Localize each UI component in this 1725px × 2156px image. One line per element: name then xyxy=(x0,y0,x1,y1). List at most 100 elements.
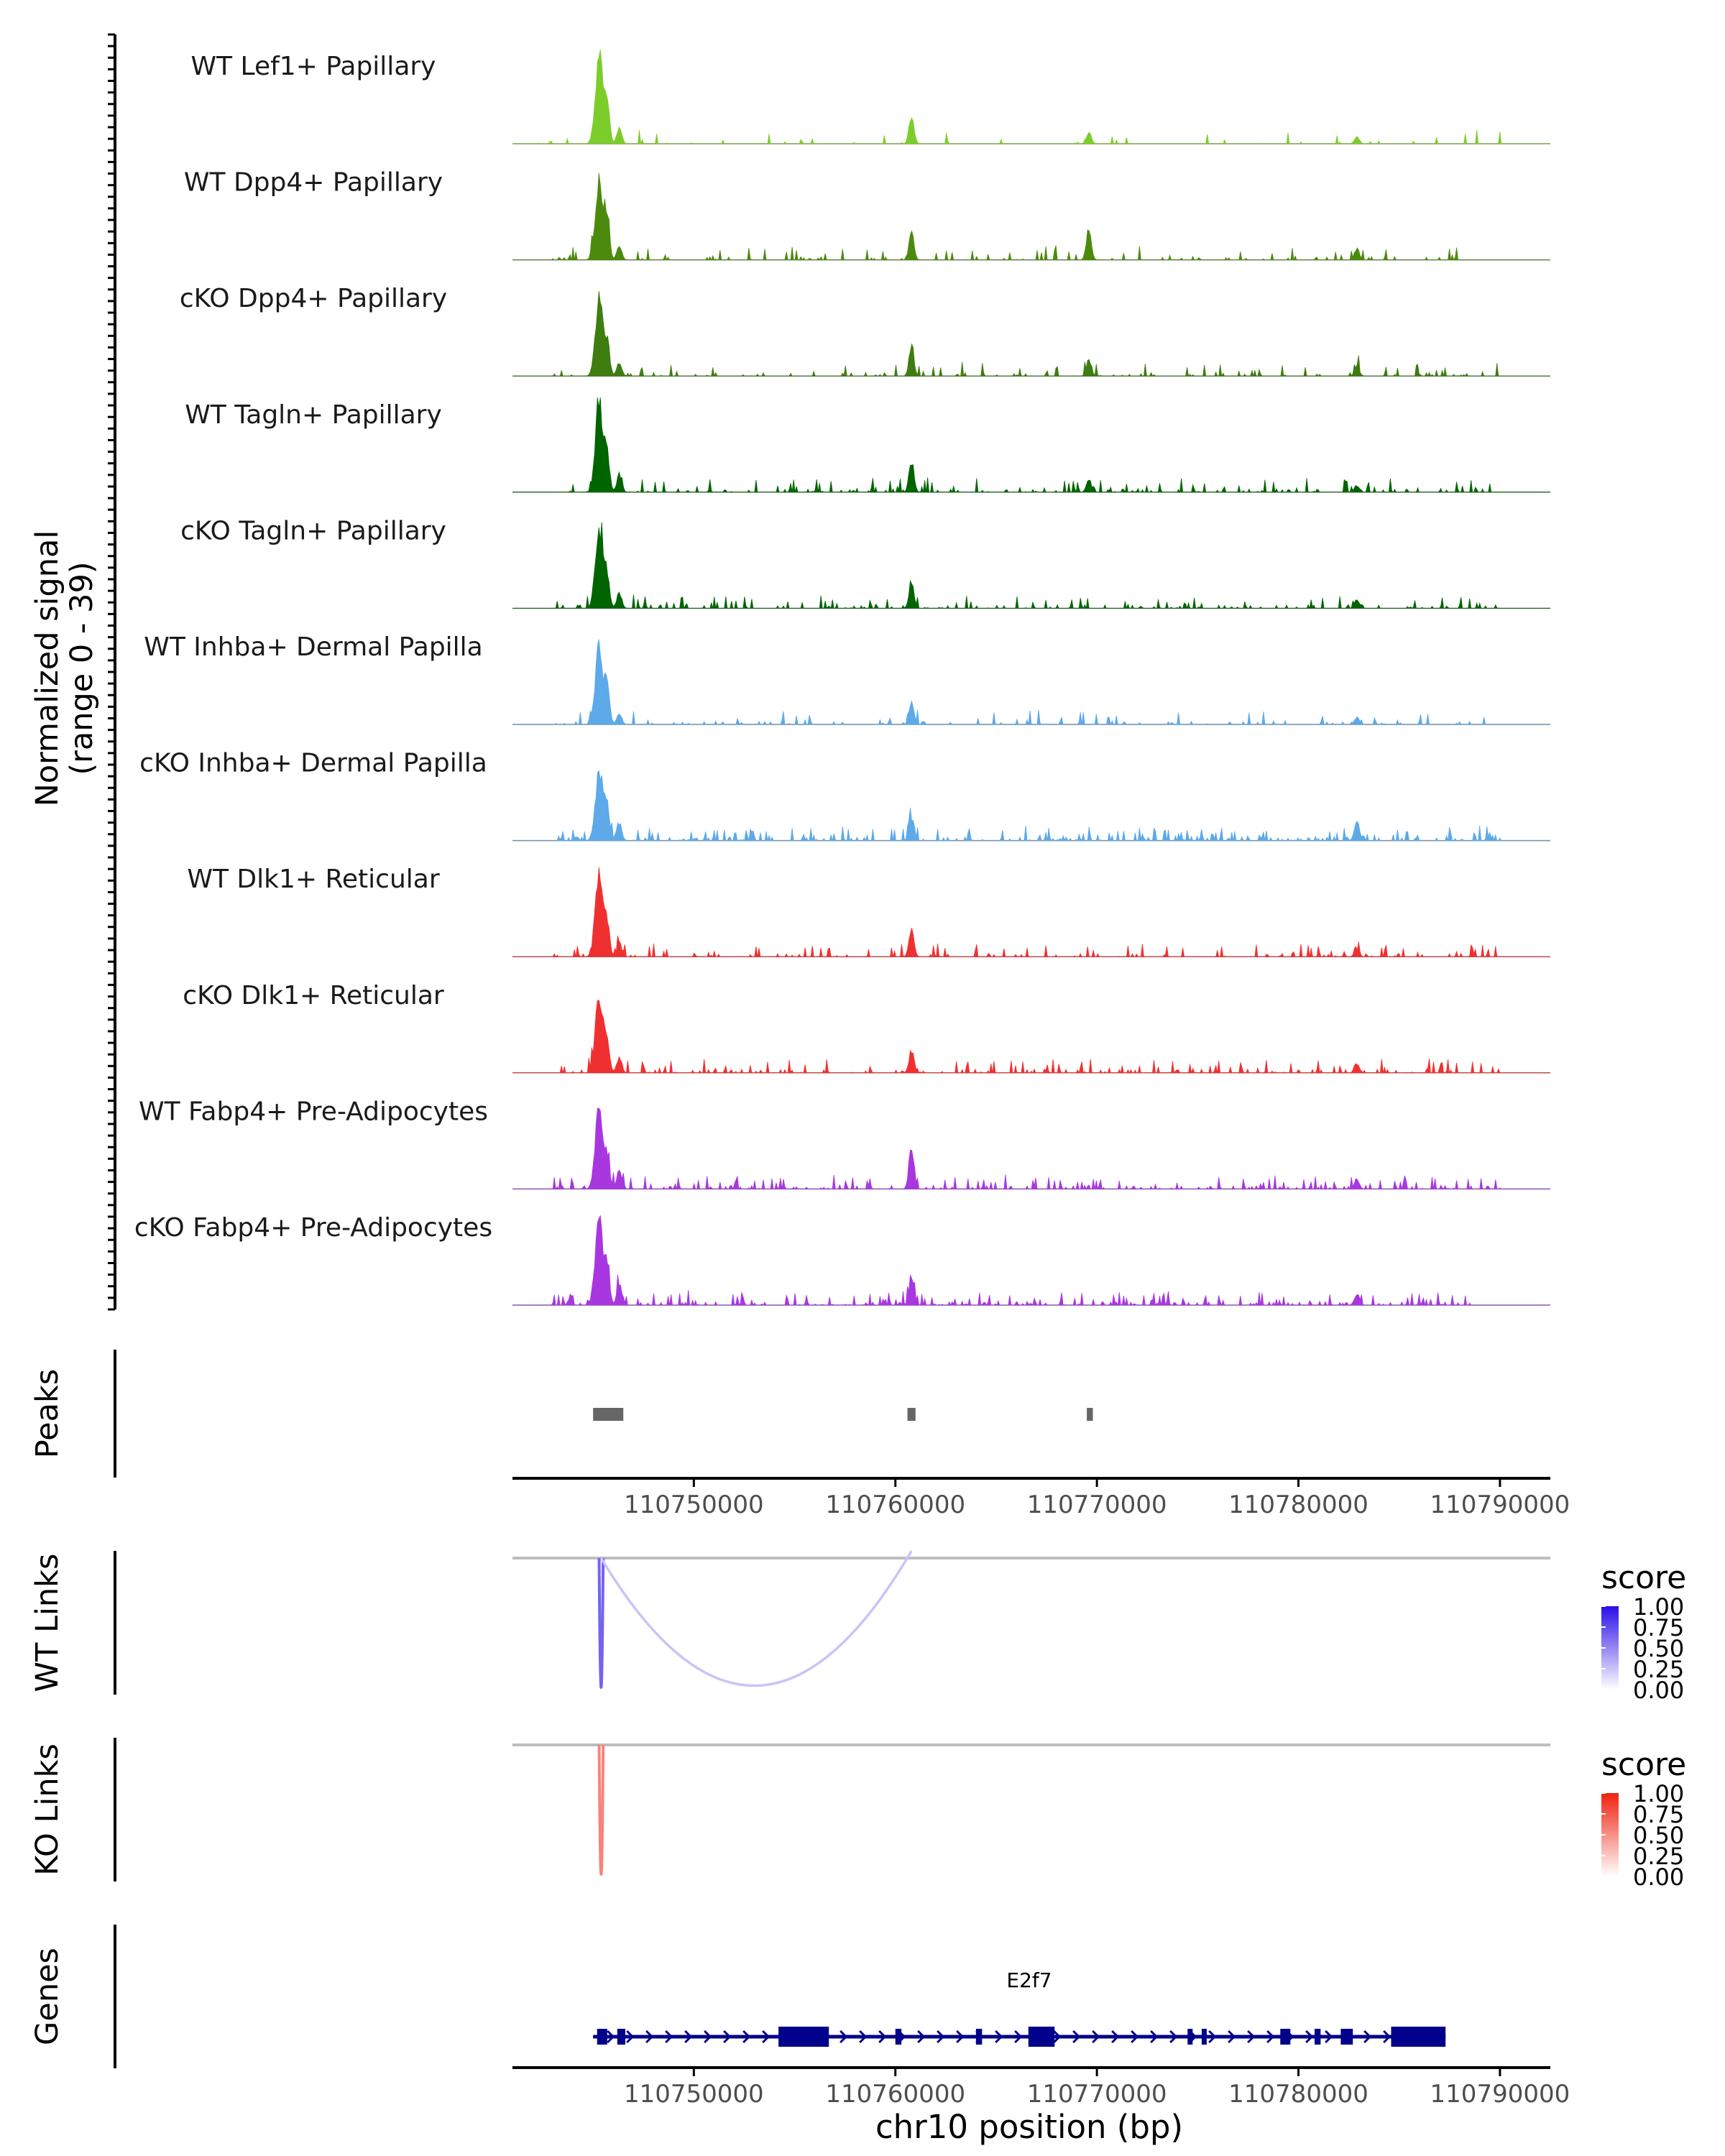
strand-arrow xyxy=(1072,2030,1081,2044)
strand-arrow xyxy=(607,2030,615,2044)
exon xyxy=(1187,2029,1193,2045)
exon xyxy=(1391,2027,1446,2047)
links-tracks xyxy=(512,1550,1550,1876)
legend-tick-label: 0.25 xyxy=(1633,1656,1684,1683)
peaks-label: Peaks xyxy=(29,1369,65,1459)
genes-label: Genes xyxy=(29,1948,65,2045)
coverage-area xyxy=(512,50,1550,144)
legend-tick-label: 0.75 xyxy=(1633,1614,1684,1641)
x-tick-label: 110760000 xyxy=(825,1491,965,1519)
strand-arrow xyxy=(1363,2030,1372,2044)
coverage-track: WT Inhba+ Dermal Papilla xyxy=(144,632,1550,726)
strand-arrow xyxy=(704,2030,712,2044)
legend-tick-label: 0.00 xyxy=(1633,1677,1684,1704)
legend-tick-label: 1.00 xyxy=(1633,1780,1684,1807)
legend-title: score xyxy=(1601,1746,1686,1783)
signal-y-axis xyxy=(108,33,116,1311)
coverage-area xyxy=(512,173,1550,261)
coverage-area xyxy=(512,867,1550,958)
strand-arrow xyxy=(1014,2030,1023,2044)
exon xyxy=(975,2029,983,2045)
links-track xyxy=(512,1743,1550,1876)
coverage-tracks: WT Lef1+ Papillary WT Dpp4+ Papillary cKO … xyxy=(134,50,1550,1307)
x-tick-label: 110760000 xyxy=(825,2080,965,2109)
strand-arrow xyxy=(1247,2030,1256,2044)
strand-arrow xyxy=(762,2030,770,2044)
track-label: cKO Inhba+ Dermal Papilla xyxy=(139,749,487,778)
coverage-track: cKO Dlk1+ Reticular xyxy=(183,981,1550,1074)
x-tick-label: 110770000 xyxy=(1027,2080,1167,2109)
coverage-track: WT Lef1+ Papillary xyxy=(191,50,1550,144)
coverage-track: WT Fabp4+ Pre-Adipocytes xyxy=(139,1097,1550,1190)
track-label: WT Dlk1+ Reticular xyxy=(187,865,439,894)
exon xyxy=(778,2027,829,2047)
strand-arrow xyxy=(723,2030,732,2044)
track-label: cKO Tagln+ Papillary xyxy=(180,516,446,545)
strand-arrow xyxy=(665,2030,673,2044)
exon xyxy=(1314,2029,1321,2045)
y-axis-label-line2: (range 0 - 39) xyxy=(64,561,100,775)
x-tick-label: 110750000 xyxy=(624,2080,764,2109)
strand-arrow xyxy=(1266,2030,1275,2044)
track-label: WT Fabp4+ Pre-Adipocytes xyxy=(139,1097,488,1126)
coverage-area xyxy=(512,397,1550,494)
peak-region xyxy=(1087,1408,1093,1421)
coverage-track: cKO Tagln+ Papillary xyxy=(180,516,1550,609)
strand-arrow xyxy=(1169,2030,1178,2044)
y-axis-label-line1: Normalized signal xyxy=(29,530,65,807)
legend-tick-label: 0.75 xyxy=(1633,1801,1684,1828)
strand-arrow xyxy=(1228,2030,1236,2044)
exon xyxy=(617,2029,626,2045)
track-label: cKO Dlk1+ Reticular xyxy=(183,981,444,1010)
link-arc xyxy=(597,1744,605,1876)
track-label: WT Inhba+ Dermal Papilla xyxy=(144,632,482,662)
exon xyxy=(597,2029,607,2045)
strand-arrow xyxy=(684,2030,693,2044)
genes-track xyxy=(593,2027,1446,2047)
exon xyxy=(1340,2029,1353,2045)
link-arc xyxy=(597,1557,605,1689)
exon xyxy=(895,2029,902,2045)
x-axis-bottom: 110750000 110760000 110770000 110780000 1107… xyxy=(512,2066,1570,2109)
coverage-track: WT Tagln+ Papillary xyxy=(185,397,1550,494)
exon xyxy=(1280,2029,1291,2045)
legend-tick-label: 0.50 xyxy=(1633,1822,1684,1849)
x-tick-label: 110780000 xyxy=(1228,2080,1368,2109)
strand-arrow xyxy=(1111,2030,1120,2044)
legend-tick-label: 0.00 xyxy=(1633,1864,1684,1891)
coverage-area xyxy=(512,1000,1550,1074)
strand-arrow xyxy=(1150,2030,1159,2044)
strand-arrow xyxy=(1305,2030,1314,2044)
strand-arrow xyxy=(995,2030,1003,2044)
coverage-track: cKO Dpp4+ Papillary xyxy=(180,284,1550,377)
strand-arrow xyxy=(645,2030,654,2044)
peak-region xyxy=(907,1408,916,1421)
strand-arrow xyxy=(840,2030,848,2044)
coverage-track: WT Dpp4+ Papillary xyxy=(184,168,1550,261)
strand-arrow xyxy=(917,2030,926,2044)
coverage-area xyxy=(512,770,1550,842)
coverage-track: WT Dlk1+ Reticular xyxy=(187,865,1550,958)
coverage-area xyxy=(512,639,1550,726)
wt-links-label: WT Links xyxy=(29,1554,65,1692)
peaks-track xyxy=(593,1408,1093,1421)
x-tick-label: 110750000 xyxy=(624,1491,764,1519)
ko-links-label: KO Links xyxy=(29,1743,65,1876)
coverage-track: cKO Inhba+ Dermal Papilla xyxy=(139,749,1550,842)
x-axis-top: 110750000 110760000 110770000 110780000 1107… xyxy=(512,1477,1570,1519)
x-axis-title: chr10 position (bp) xyxy=(875,2108,1183,2146)
peak-region xyxy=(593,1408,624,1421)
x-tick-label: 110770000 xyxy=(1027,1491,1167,1519)
coverage-track: cKO Fabp4+ Pre-Adipocytes xyxy=(134,1213,1550,1307)
strand-arrow xyxy=(742,2030,751,2044)
legend-tick-label: 1.00 xyxy=(1633,1593,1684,1621)
gene-name-label: E2f7 xyxy=(1006,1968,1052,1992)
coverage-area xyxy=(512,1215,1550,1307)
strand-arrow xyxy=(1208,2030,1217,2044)
legend-tick-label: 0.25 xyxy=(1633,1843,1684,1870)
strand-arrow xyxy=(1131,2030,1139,2044)
x-tick-label: 110790000 xyxy=(1430,1491,1570,1519)
